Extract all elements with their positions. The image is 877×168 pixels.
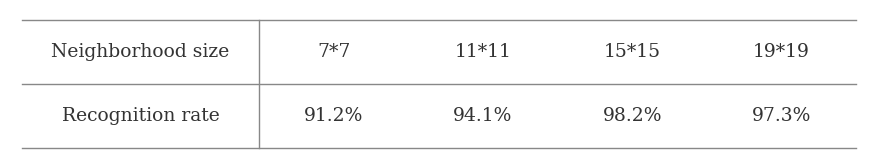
- Text: Neighborhood size: Neighborhood size: [51, 43, 230, 61]
- Text: 91.2%: 91.2%: [303, 107, 363, 125]
- Text: 11*11: 11*11: [454, 43, 510, 61]
- Text: 98.2%: 98.2%: [602, 107, 661, 125]
- Text: 94.1%: 94.1%: [453, 107, 512, 125]
- Text: Recognition rate: Recognition rate: [61, 107, 219, 125]
- Text: 15*15: 15*15: [602, 43, 660, 61]
- Text: 19*19: 19*19: [752, 43, 809, 61]
- Text: 97.3%: 97.3%: [751, 107, 810, 125]
- Text: 7*7: 7*7: [317, 43, 350, 61]
